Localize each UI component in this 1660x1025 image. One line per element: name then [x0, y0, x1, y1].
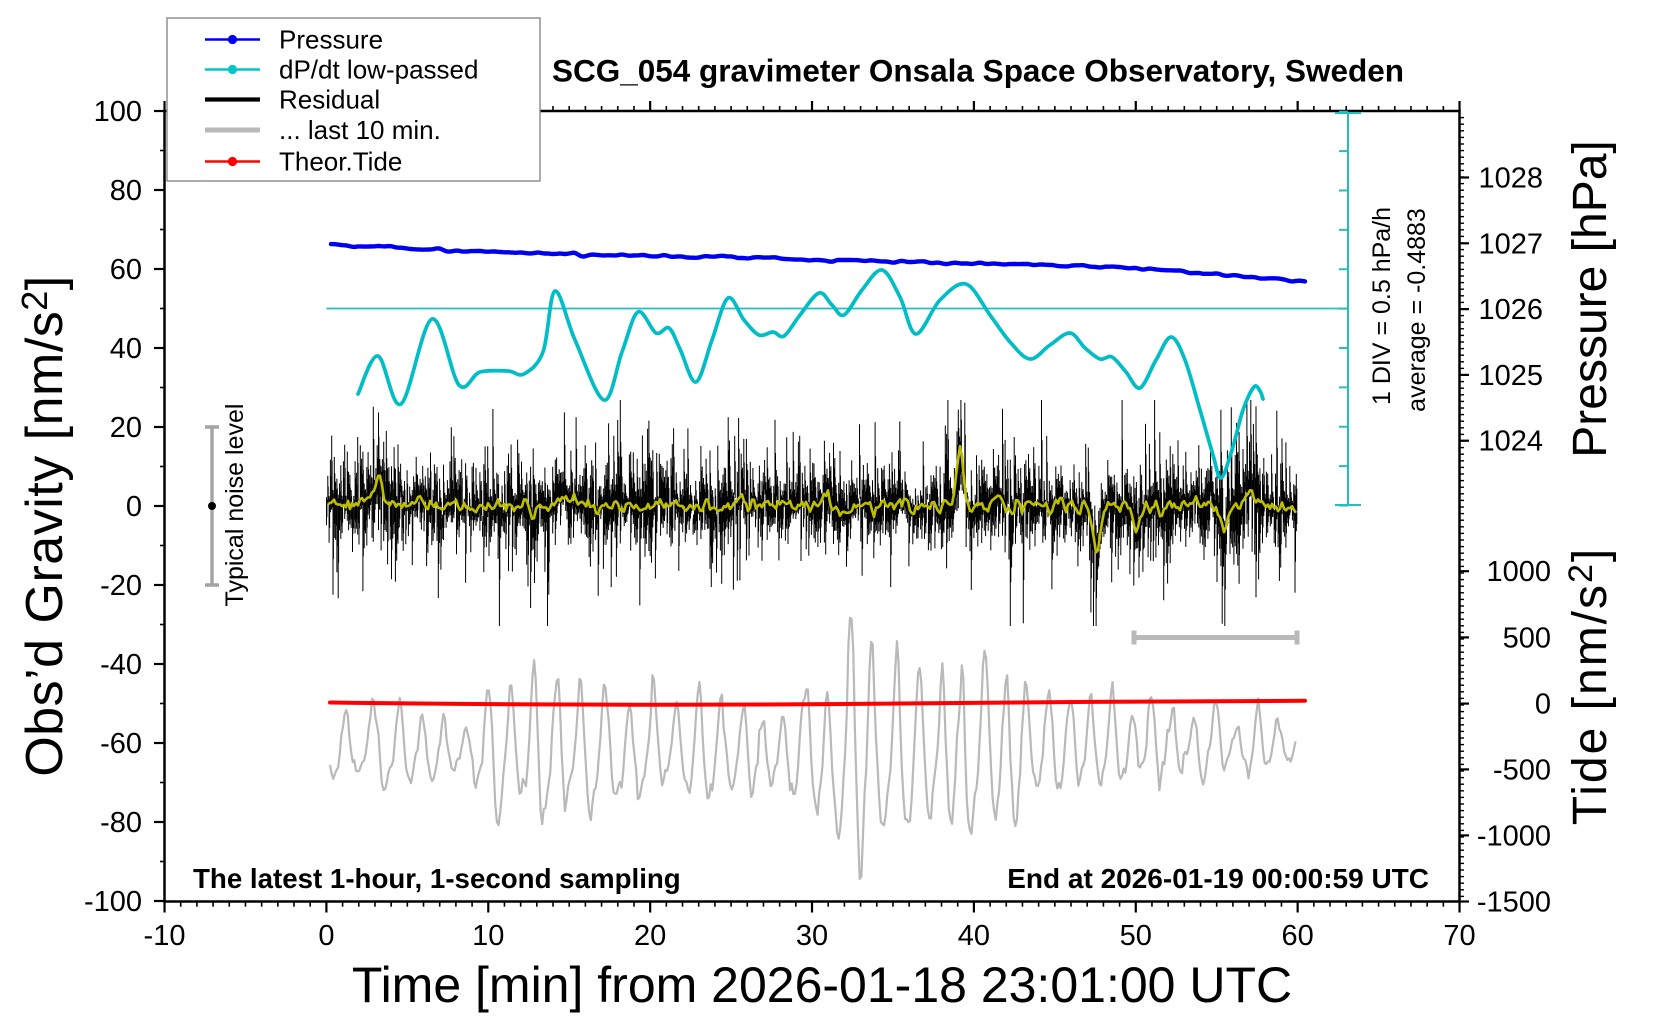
svg-text:Pressure: Pressure	[279, 25, 383, 55]
svg-text:-10: -10	[144, 920, 186, 952]
svg-text:-60: -60	[100, 728, 142, 760]
svg-text:Time [min] from 2026-01-18 23:: Time [min] from 2026-01-18 23:01:00 UTC	[352, 957, 1292, 1013]
svg-text:-100: -100	[84, 886, 142, 918]
svg-text:1024: 1024	[1478, 426, 1543, 458]
svg-text:500: 500	[1503, 622, 1551, 654]
svg-text:60: 60	[110, 254, 142, 286]
svg-text:Residual: Residual	[279, 85, 380, 115]
svg-text:Obs’d Gravity [nm/s2]: Obs’d Gravity [nm/s2]	[14, 275, 74, 777]
svg-text:SCG_054 gravimeter Onsala Spac: SCG_054 gravimeter Onsala Space Observat…	[552, 53, 1404, 89]
svg-text:dP/dt low-passed: dP/dt low-passed	[279, 55, 478, 85]
svg-text:0: 0	[1535, 689, 1551, 721]
svg-text:1026: 1026	[1478, 294, 1543, 326]
svg-text:... last 10 min.: ... last 10 min.	[279, 115, 441, 145]
svg-text:-1500: -1500	[1477, 887, 1551, 919]
svg-text:-40: -40	[100, 649, 142, 681]
svg-text:average = -0.4883: average = -0.4883	[1403, 208, 1431, 412]
svg-text:20: 20	[634, 920, 666, 952]
svg-text:100: 100	[94, 96, 142, 128]
svg-text:40: 40	[110, 333, 142, 365]
svg-text:Pressure [hPa]: Pressure [hPa]	[1564, 140, 1617, 457]
svg-text:1025: 1025	[1478, 360, 1543, 392]
svg-text:60: 60	[1282, 920, 1314, 952]
svg-text:70: 70	[1443, 920, 1475, 952]
svg-text:0: 0	[318, 920, 334, 952]
svg-text:40: 40	[958, 920, 990, 952]
svg-text:Theor.Tide: Theor.Tide	[279, 147, 402, 177]
svg-text:50: 50	[1120, 920, 1152, 952]
svg-text:-20: -20	[100, 570, 142, 602]
svg-text:Typical noise level: Typical noise level	[221, 404, 249, 607]
svg-text:10: 10	[472, 920, 504, 952]
svg-text:Tide [nm/s2]: Tide [nm/s2]	[1562, 547, 1617, 826]
svg-text:30: 30	[796, 920, 828, 952]
svg-text:1028: 1028	[1478, 163, 1543, 195]
svg-text:1027: 1027	[1478, 228, 1543, 260]
svg-text:1 DIV = 0.5 hPa/h: 1 DIV = 0.5 hPa/h	[1368, 207, 1396, 405]
svg-text:80: 80	[110, 175, 142, 207]
svg-text:-1000: -1000	[1477, 820, 1551, 852]
svg-text:1000: 1000	[1486, 556, 1551, 588]
svg-text:-80: -80	[100, 807, 142, 839]
svg-text:End at 2026-01-19 00:00:59 UTC: End at 2026-01-19 00:00:59 UTC	[1007, 863, 1429, 894]
svg-text:-500: -500	[1493, 754, 1551, 786]
svg-text:20: 20	[110, 412, 142, 444]
svg-text:The latest 1-hour, 1-second sa: The latest 1-hour, 1-second sampling	[193, 863, 681, 894]
svg-text:0: 0	[126, 491, 142, 523]
